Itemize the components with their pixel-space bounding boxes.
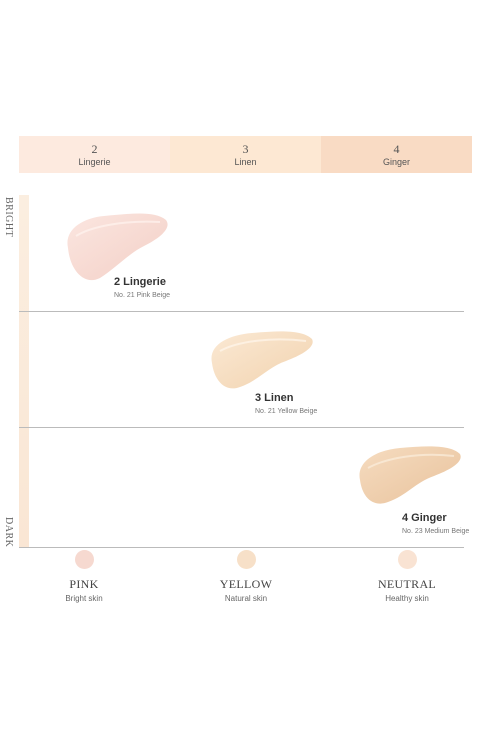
shade-cell-lingerie: 2 Lingerie (19, 136, 170, 173)
swatch-subtitle: No. 23 Medium Beige (402, 528, 470, 535)
swatch-ginger (359, 446, 461, 504)
shade-cell-ginger: 4 Ginger (321, 136, 472, 173)
shade-bar: 2 Lingerie 3 Linen 4 Ginger (19, 136, 472, 173)
tone-label: PINK (69, 577, 99, 591)
tone-label: YELLOW (219, 577, 273, 591)
shade-name: Linen (234, 156, 257, 167)
axis-label-dark: DARK (3, 517, 14, 548)
swatch-title: 4 Ginger (402, 512, 447, 524)
tone-sub: Bright skin (65, 594, 103, 603)
tone-pink: PINK Bright skin (29, 550, 139, 603)
axis-label-bright: BRIGHT (3, 197, 14, 238)
row-divider (19, 427, 464, 428)
shade-cell-linen: 3 Linen (170, 136, 321, 173)
shade-name: Lingerie (78, 156, 111, 167)
swatch-lingerie (67, 213, 168, 281)
swatch-subtitle: No. 21 Pink Beige (114, 292, 171, 299)
swatch-linen (211, 331, 313, 389)
shade-number: 4 (393, 141, 400, 156)
tone-dot-yellow (236, 550, 256, 569)
tone-neutral: NEUTRAL Healthy skin (352, 550, 462, 603)
row-divider (19, 311, 464, 312)
swatch-title: 3 Linen (255, 392, 294, 404)
shade-name: Ginger (382, 156, 410, 167)
swatch-label-lingerie: 2 Lingerie No. 21 Pink Beige (114, 276, 170, 302)
tone-sub: Natural skin (224, 594, 268, 603)
row-divider (19, 547, 464, 548)
swatch-label-ginger: 4 Ginger No. 23 Medium Beige (402, 512, 469, 538)
swatch-title: 2 Lingerie (114, 276, 166, 288)
brightness-axis-bar (19, 195, 29, 548)
shade-number: 3 (242, 141, 249, 156)
swatch-subtitle: No. 21 Yellow Beige (255, 408, 318, 415)
tone-label: NEUTRAL (377, 577, 437, 591)
tone-dot-pink (74, 550, 94, 569)
tone-yellow: YELLOW Natural skin (191, 550, 301, 603)
swatch-label-linen: 3 Linen No. 21 Yellow Beige (255, 392, 317, 418)
tone-sub: Healthy skin (385, 594, 429, 603)
tone-dot-neutral (397, 550, 417, 569)
shade-number: 2 (91, 141, 98, 156)
